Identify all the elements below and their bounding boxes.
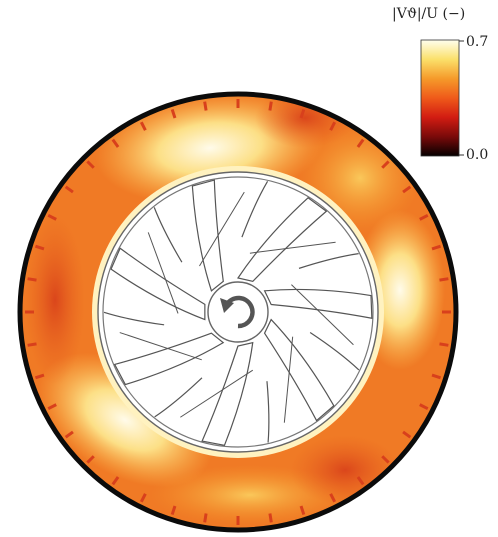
casing-tick [356, 138, 365, 148]
casing-tick [431, 373, 442, 380]
impeller-blade [191, 179, 224, 292]
impeller-blade [113, 332, 225, 386]
casing-tick-marks [25, 99, 451, 525]
impeller-blade [237, 196, 328, 283]
casing-tick [34, 244, 45, 251]
casing-tick [34, 373, 45, 380]
splitter-vane [153, 207, 183, 263]
impeller-inner-rim [102, 176, 374, 448]
casing-tick [419, 213, 429, 221]
colorbar-min-label: 0.0 [466, 147, 489, 163]
casing-tick [299, 108, 306, 119]
colorbar [420, 39, 464, 157]
blade-edge-line [199, 191, 245, 267]
blade-edge-line [180, 369, 254, 418]
casing-tick [381, 455, 390, 464]
casing-tick [111, 138, 120, 148]
splitter-vane [266, 381, 270, 443]
casing-tick [170, 108, 177, 119]
colorbar-max-label: 0.7 [466, 34, 489, 50]
impeller-blade [110, 247, 206, 321]
rotation-arrow-icon [220, 295, 255, 329]
casing-tick [439, 277, 449, 282]
casing-tick [431, 244, 442, 251]
casing-tick [139, 121, 147, 131]
splitter-vane [103, 311, 165, 326]
casing-tick [86, 455, 95, 464]
casing-tick [402, 185, 412, 194]
casing-tick [381, 160, 390, 169]
casing-tick [203, 513, 208, 523]
colorbar-title: |Vϑ|/U (−) [392, 6, 466, 22]
blade-edge-line [291, 284, 354, 346]
casing-tick [27, 342, 37, 347]
blade-edge-line [249, 241, 336, 254]
blade-edge-line [119, 332, 202, 361]
impeller-blades [103, 179, 373, 446]
casing-tick [139, 493, 147, 503]
blade-edge-line [147, 232, 179, 314]
low-zone-bottom-right [290, 435, 400, 505]
casing-tick [111, 476, 120, 486]
casing-tick [47, 213, 57, 221]
casing-tick [64, 185, 74, 194]
impeller-blade [263, 318, 335, 422]
colorbar-gradient [420, 39, 460, 157]
casing-tick [27, 277, 37, 282]
casing-tick [299, 505, 306, 516]
impeller-blade [201, 341, 254, 446]
blade-edge-line [283, 336, 294, 423]
casing-tick [64, 430, 74, 439]
casing-outer-ring [17, 91, 459, 533]
casing-tick [439, 342, 449, 347]
impeller-blade [263, 288, 373, 319]
casing-tick [356, 476, 365, 486]
casing-tick [419, 403, 429, 411]
casing-tick [268, 513, 273, 523]
casing-tick [402, 430, 412, 439]
casing-tick [268, 101, 273, 111]
casing-tick [329, 493, 337, 503]
casing-tick [170, 505, 177, 516]
splitter-vane [154, 377, 203, 418]
casing-tick [86, 160, 95, 169]
splitter-vane [298, 253, 359, 269]
casing-tick [329, 121, 337, 131]
splitter-vane [241, 180, 269, 238]
casing-tick [203, 101, 208, 111]
hub [207, 281, 269, 343]
splitter-vane [309, 331, 360, 371]
low-zone-left [25, 215, 85, 385]
casing-tick [47, 403, 57, 411]
